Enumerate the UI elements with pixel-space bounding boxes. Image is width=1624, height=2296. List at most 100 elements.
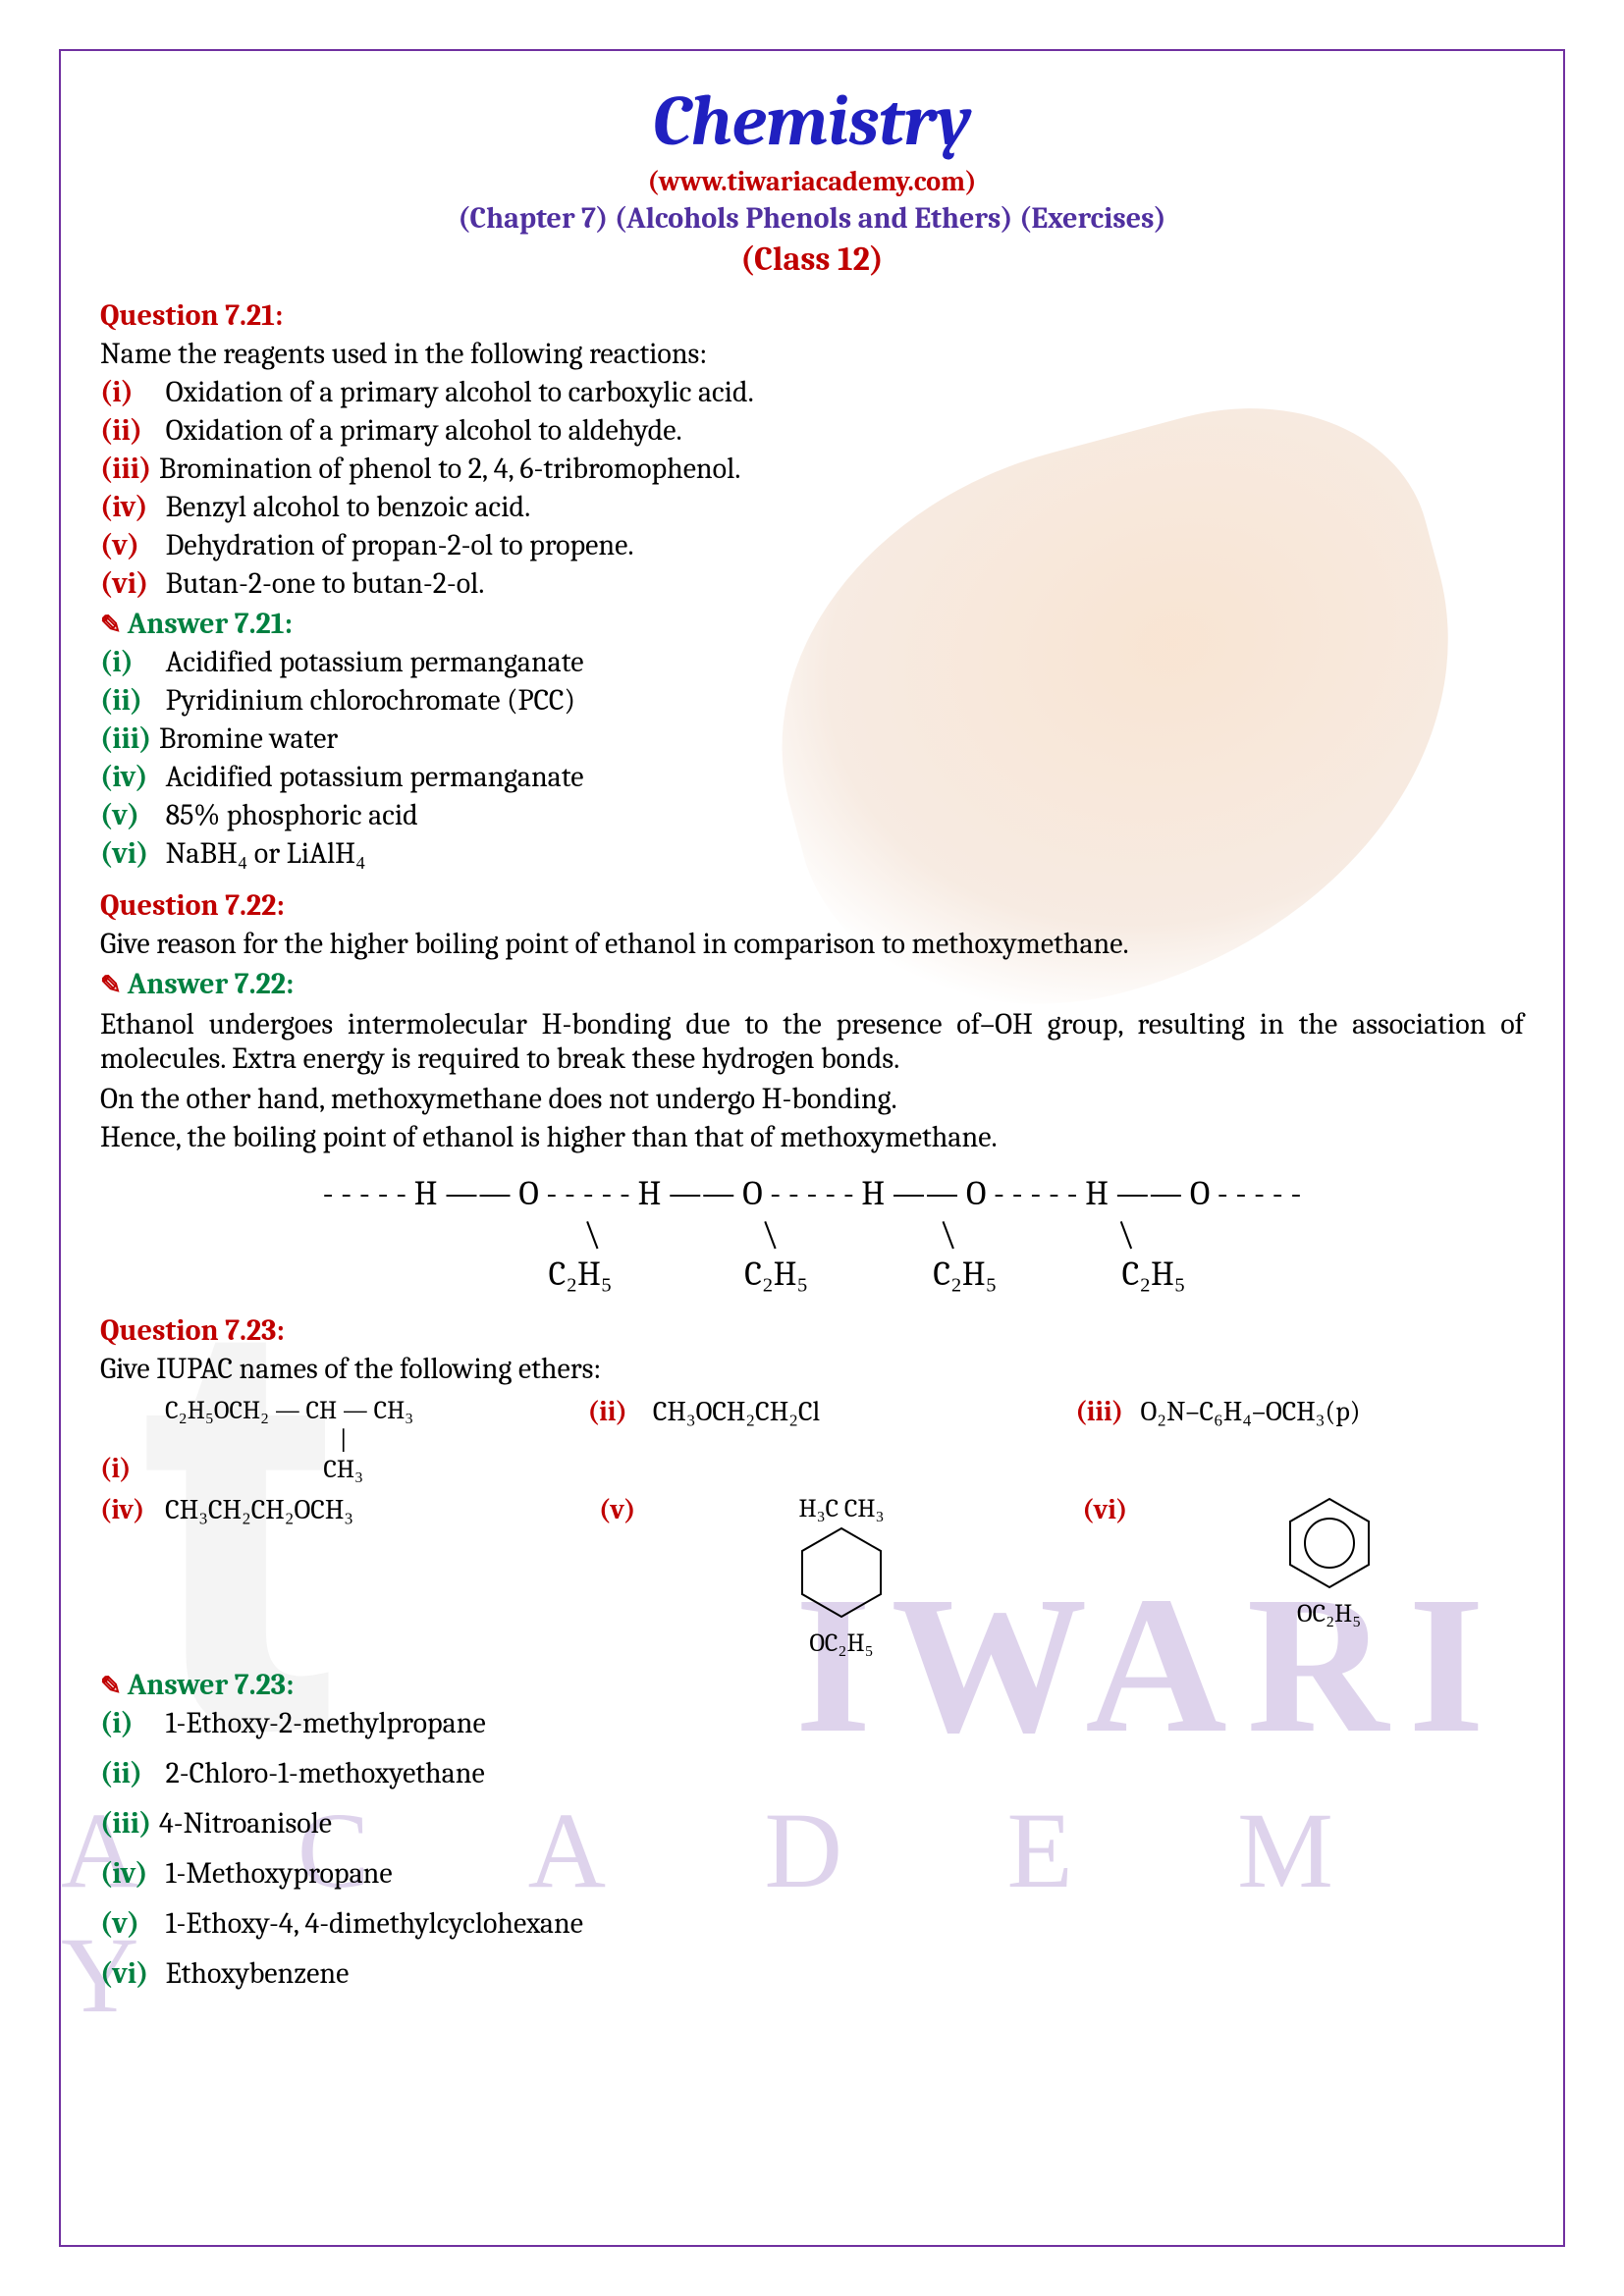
a22-p1: Ethanol undergoes intermolecular H-bondi… xyxy=(100,1007,1524,1076)
ans-text: 85% phosphoric acid xyxy=(166,798,418,832)
part-text: Oxidation of a primary alcohol to carbox… xyxy=(166,375,754,409)
a21-item: (vi) NaBH₄ or LiAlH₄ xyxy=(100,836,1524,871)
q21-prompt: Name the reagents used in the following … xyxy=(100,337,1524,371)
ans-text: 1-Methoxypropane xyxy=(166,1856,393,1891)
roman: (i) xyxy=(100,1706,159,1740)
struct-top: H₃C CH₃ xyxy=(798,1494,884,1523)
a21-item: (v) 85% phosphoric acid xyxy=(100,798,1524,832)
roman: (iv) xyxy=(100,490,159,524)
a22-p3: Hence, the boiling point of ethanol is h… xyxy=(100,1120,1524,1154)
roman: (vi) xyxy=(100,566,159,601)
roman: (i) xyxy=(100,645,159,679)
a23-item: (v) 1-Ethoxy-4, 4-dimethylcyclohexane xyxy=(100,1906,1524,1941)
q23-vi: (vi) OC₂H₅ xyxy=(1075,1494,1524,1629)
ans-text: NaBH₄ or LiAlH₄ xyxy=(166,836,366,871)
struct-line: CH₃ xyxy=(323,1455,363,1484)
struct-iv: CH₃CH₂CH₂OCH₃ xyxy=(165,1494,353,1525)
a23-item: (vi) Ethoxybenzene xyxy=(100,1956,1524,1991)
roman: (vi) xyxy=(100,836,159,871)
roman: (iv) xyxy=(100,760,159,794)
q23-ii: (ii) CH₃OCH₂CH₂Cl xyxy=(588,1396,1037,1428)
q21-part: (v) Dehydration of propan-2-ol to propen… xyxy=(100,528,1524,562)
roman: (iv) xyxy=(100,1856,159,1891)
struct-vi: OC₂H₅ xyxy=(1280,1494,1379,1629)
struct-ii: CH₃OCH₂CH₂Cl xyxy=(653,1396,820,1427)
roman: (iii) xyxy=(100,1806,159,1841)
struct-iii: O₂N–C₆H₄–OCH₃(p) xyxy=(1141,1396,1361,1427)
ans-text: 1-Ethoxy-2-methylpropane xyxy=(166,1706,486,1740)
q21-part: (i) Oxidation of a primary alcohol to ca… xyxy=(100,375,1524,409)
a23-item: (ii) 2-Chloro-1-methoxyethane xyxy=(100,1756,1524,1790)
hbond-bot: C₂H₅ C₂H₅ C₂H₅ C₂H₅ xyxy=(100,1255,1524,1295)
a23-label: Answer 7.23: xyxy=(100,1668,1524,1702)
ans-text: Ethoxybenzene xyxy=(166,1956,350,1991)
q23-label: Question 7.23: xyxy=(100,1313,1524,1348)
roman: (i) xyxy=(100,375,159,409)
struct-line: C₂H₅OCH₂ — CH — CH₃ xyxy=(165,1396,413,1425)
hbond-top: - - - - - H —— O - - - - - H —— O - - - … xyxy=(100,1174,1524,1214)
roman: (iv) xyxy=(100,1494,159,1525)
page-title: Chemistry xyxy=(100,80,1524,162)
ans-text: 1-Ethoxy-4, 4-dimethylcyclohexane xyxy=(166,1906,583,1941)
roman: (i) xyxy=(100,1453,159,1484)
q23-prompt: Give IUPAC names of the following ethers… xyxy=(100,1352,1524,1386)
website-link: (www.tiwariacademy.com) xyxy=(100,166,1524,197)
q23-row2: (iv) CH₃CH₂CH₂OCH₃ (v) H₃C CH₃ OC₂H₅ (vi… xyxy=(100,1494,1524,1658)
q21-part: (iii)Bromination of phenol to 2, 4, 6-tr… xyxy=(100,452,1524,486)
q23-i: (i) C₂H₅OCH₂ — CH — CH₃ | CH₃ xyxy=(100,1396,549,1484)
q23-iv: (iv) CH₃CH₂CH₂OCH₃ xyxy=(100,1494,549,1526)
roman: (v) xyxy=(100,1906,159,1941)
struct-i: C₂H₅OCH₂ — CH — CH₃ | CH₃ xyxy=(165,1396,413,1484)
roman: (vi) xyxy=(1075,1494,1134,1525)
part-text: Oxidation of a primary alcohol to aldehy… xyxy=(166,413,682,448)
roman: (iii) xyxy=(1075,1396,1134,1427)
struct-line: | xyxy=(340,1425,348,1455)
benzene-icon xyxy=(1280,1494,1379,1592)
q23-v: (v) H₃C CH₃ OC₂H₅ xyxy=(588,1494,1037,1658)
hbond-slash: \ \ \ \ xyxy=(100,1214,1524,1255)
q22-prompt: Give reason for the higher boiling point… xyxy=(100,927,1524,961)
chapter-line: (Chapter 7) (Alcohols Phenols and Ethers… xyxy=(100,201,1524,236)
hbond-diagram: - - - - - H —— O - - - - - H —— O - - - … xyxy=(100,1174,1524,1294)
roman: (ii) xyxy=(588,1396,647,1427)
struct-bot: OC₂H₅ xyxy=(1297,1599,1361,1629)
q23-iii: (iii) O₂N–C₆H₄–OCH₃(p) xyxy=(1075,1396,1524,1428)
q21-label: Question 7.21: xyxy=(100,298,1524,333)
ans-text: Acidified potassium permanganate xyxy=(166,760,584,794)
roman: (v) xyxy=(100,528,159,562)
a23-item: (iii)4-Nitroanisole xyxy=(100,1806,1524,1841)
a21-item: (iii)Bromine water xyxy=(100,721,1524,756)
roman: (iii) xyxy=(100,452,159,486)
q22-label: Question 7.22: xyxy=(100,888,1524,923)
roman: (v) xyxy=(588,1494,647,1525)
ans-text: 4-Nitroanisole xyxy=(159,1806,332,1841)
struct-bot: OC₂H₅ xyxy=(809,1629,873,1658)
roman: (ii) xyxy=(100,1756,159,1790)
a23-item: (i) 1-Ethoxy-2-methylpropane xyxy=(100,1706,1524,1740)
a21-item: (ii) Pyridinium chlorochromate (PCC) xyxy=(100,683,1524,718)
cyclohexane-icon xyxy=(792,1523,891,1622)
a21-item: (i) Acidified potassium permanganate xyxy=(100,645,1524,679)
part-text: Bromination of phenol to 2, 4, 6-tribrom… xyxy=(159,452,740,486)
roman: (v) xyxy=(100,798,159,832)
struct-v: H₃C CH₃ OC₂H₅ xyxy=(792,1494,891,1658)
part-text: Butan-2-one to butan-2-ol. xyxy=(166,566,485,601)
ans-text: Bromine water xyxy=(159,721,338,756)
a21-item: (iv) Acidified potassium permanganate xyxy=(100,760,1524,794)
a22-label: Answer 7.22: xyxy=(100,967,1524,1001)
ans-text: Pyridinium chlorochromate (PCC) xyxy=(166,683,575,718)
ans-text: Acidified potassium permanganate xyxy=(166,645,584,679)
ans-text: 2-Chloro-1-methoxyethane xyxy=(166,1756,485,1790)
roman: (ii) xyxy=(100,413,159,448)
a22-p2: On the other hand, methoxymethane does n… xyxy=(100,1082,1524,1116)
part-text: Benzyl alcohol to benzoic acid. xyxy=(166,490,531,524)
roman: (ii) xyxy=(100,683,159,718)
roman: (vi) xyxy=(100,1956,159,1991)
part-text: Dehydration of propan-2-ol to propene. xyxy=(166,528,634,562)
a21-label: Answer 7.21: xyxy=(100,607,1524,641)
q23-row1: (i) C₂H₅OCH₂ — CH — CH₃ | CH₃ (ii) CH₃OC… xyxy=(100,1396,1524,1484)
a23-item: (iv) 1-Methoxypropane xyxy=(100,1856,1524,1891)
q21-part: (ii) Oxidation of a primary alcohol to a… xyxy=(100,413,1524,448)
roman: (iii) xyxy=(100,721,159,756)
q21-part: (iv) Benzyl alcohol to benzoic acid. xyxy=(100,490,1524,524)
